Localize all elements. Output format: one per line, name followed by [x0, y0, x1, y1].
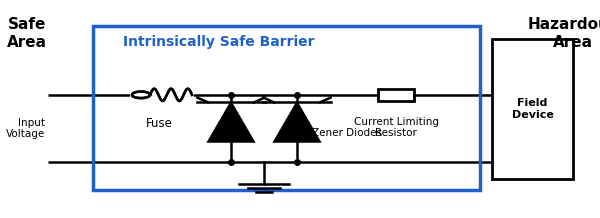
Bar: [378, 89, 414, 101]
Text: Hazardous
Area: Hazardous Area: [527, 17, 600, 50]
Bar: [492, 39, 573, 179]
Text: Input
Voltage: Input Voltage: [6, 118, 45, 140]
Text: Intrinsically Safe Barrier: Intrinsically Safe Barrier: [123, 35, 314, 49]
Text: Zener Diodes: Zener Diodes: [312, 128, 382, 138]
Text: Field
Device: Field Device: [512, 98, 553, 120]
Text: Fuse: Fuse: [146, 117, 172, 130]
Polygon shape: [208, 102, 254, 142]
Text: Current Limiting
Resistor: Current Limiting Resistor: [353, 117, 439, 138]
Bar: [93, 26, 480, 190]
Text: Safe
Area: Safe Area: [7, 17, 47, 50]
Polygon shape: [274, 102, 320, 142]
